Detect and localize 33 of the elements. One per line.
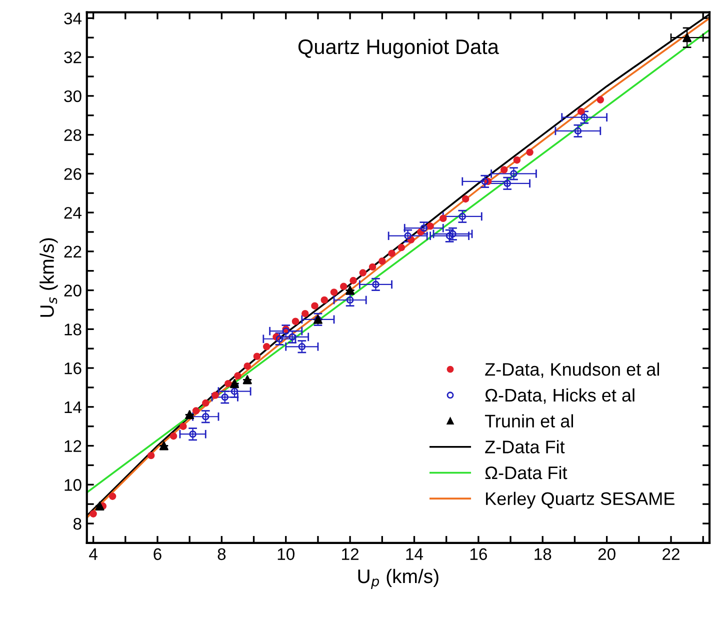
y-tick-label: 18 <box>64 324 82 336</box>
legend-label: Z-Data Fit <box>485 440 565 454</box>
y-tick-label: 32 <box>64 51 82 64</box>
x-tick-label: 12 <box>342 548 358 560</box>
y-tick-label: 26 <box>64 168 82 180</box>
text: Quartz Hugoniot Data <box>298 38 499 58</box>
y-tick-label: 20 <box>64 284 82 296</box>
x-tick-label: 10 <box>278 548 294 560</box>
y-axis-title: U$_{s}$ (km/s) <box>40 238 58 317</box>
x-tick-label: 6 <box>154 548 162 560</box>
x-tick-label: 20 <box>598 548 616 560</box>
y-tick-label: 28 <box>64 129 82 141</box>
y-tick-label: 34 <box>64 12 82 24</box>
x-tick-label: 8 <box>218 548 226 560</box>
y-tick-label: 24 <box>64 206 82 219</box>
x-tick-label: 4 <box>89 548 98 560</box>
y-tick-label: 30 <box>64 90 82 102</box>
legend-label: Ω-Data, Hicks et al <box>485 388 634 404</box>
y-tick-label: 14 <box>64 401 82 413</box>
x-axis-title: U$_{p}$ (km/s) <box>358 568 438 590</box>
x-tick-label: 14 <box>406 548 424 560</box>
legend-label: Z-Data, Knudson et al <box>485 362 659 378</box>
y-tick-label: 16 <box>64 362 82 374</box>
x-tick-label: 16 <box>470 548 487 560</box>
y-tick-label: 8 <box>73 518 82 530</box>
x-tick-label: 18 <box>534 548 552 560</box>
y-tick-label: 12 <box>64 440 82 452</box>
y-tick-label: 10 <box>64 479 82 491</box>
legend-label: Kerley Quartz SESAME <box>486 492 674 509</box>
x-tick-label: 22 <box>662 548 680 560</box>
y-tick-label: 22 <box>64 246 82 258</box>
legend-label: Trunin et al <box>484 414 574 428</box>
legend-label: Ω-Data Fit <box>485 466 568 480</box>
